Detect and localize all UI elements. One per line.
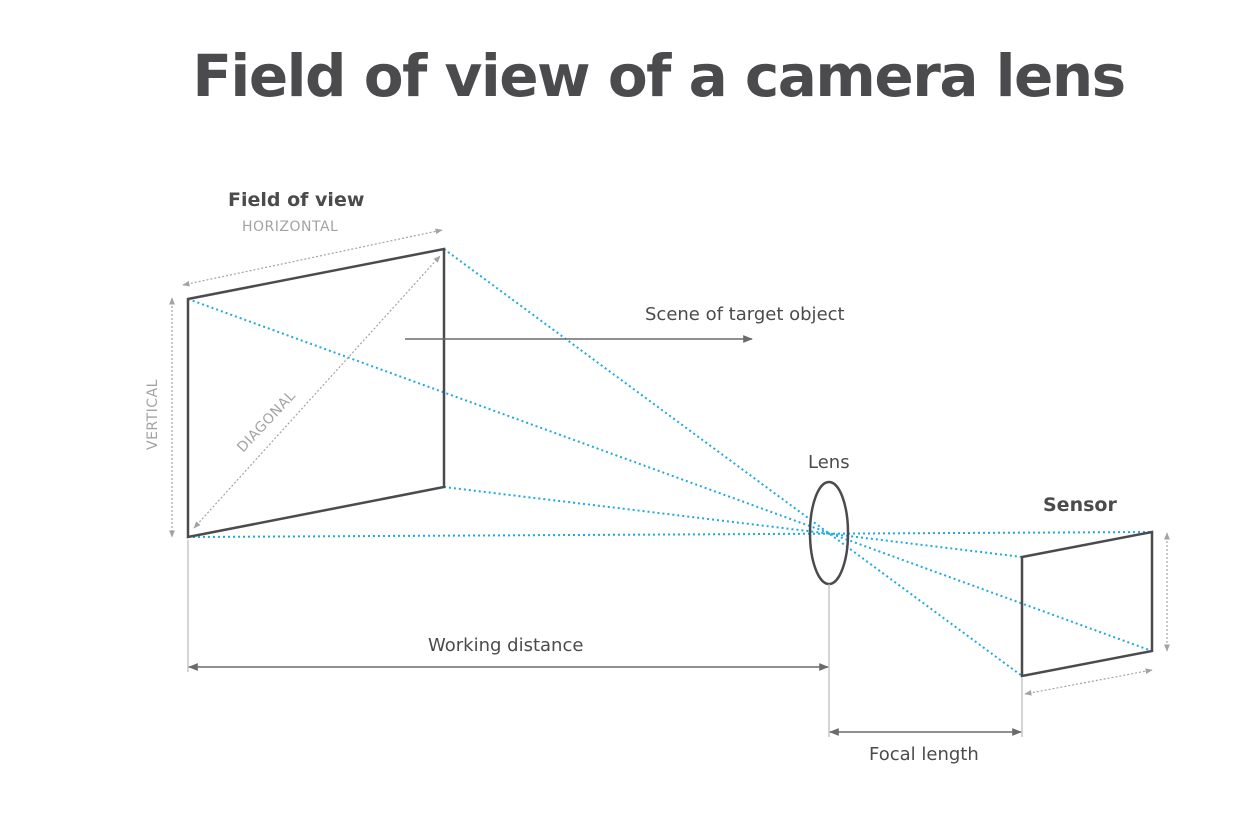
scene-label: Scene of target object xyxy=(645,304,845,325)
diagonal-dimension xyxy=(193,255,441,529)
field-of-view-label: Field of view xyxy=(228,189,364,211)
horizontal-label: HORIZONTAL xyxy=(242,219,338,235)
working-distance-label: Working distance xyxy=(428,635,583,656)
lens-label: Lens xyxy=(808,452,850,473)
sensor-plane xyxy=(1020,530,1154,678)
ray-top-left xyxy=(187,298,1153,652)
sensor-label: Sensor xyxy=(1043,494,1117,516)
ray-bottom-left xyxy=(187,531,1153,538)
focal-length-label: Focal length xyxy=(869,744,979,765)
diagonal-label: DIAGONAL xyxy=(234,388,299,456)
sensor-horizontal-dimension xyxy=(1024,668,1153,696)
diagram-title: Field of view of a camera lens xyxy=(192,42,1126,110)
ray-bottom-right xyxy=(443,486,1023,558)
vertical-label: VERTICAL xyxy=(145,379,161,450)
